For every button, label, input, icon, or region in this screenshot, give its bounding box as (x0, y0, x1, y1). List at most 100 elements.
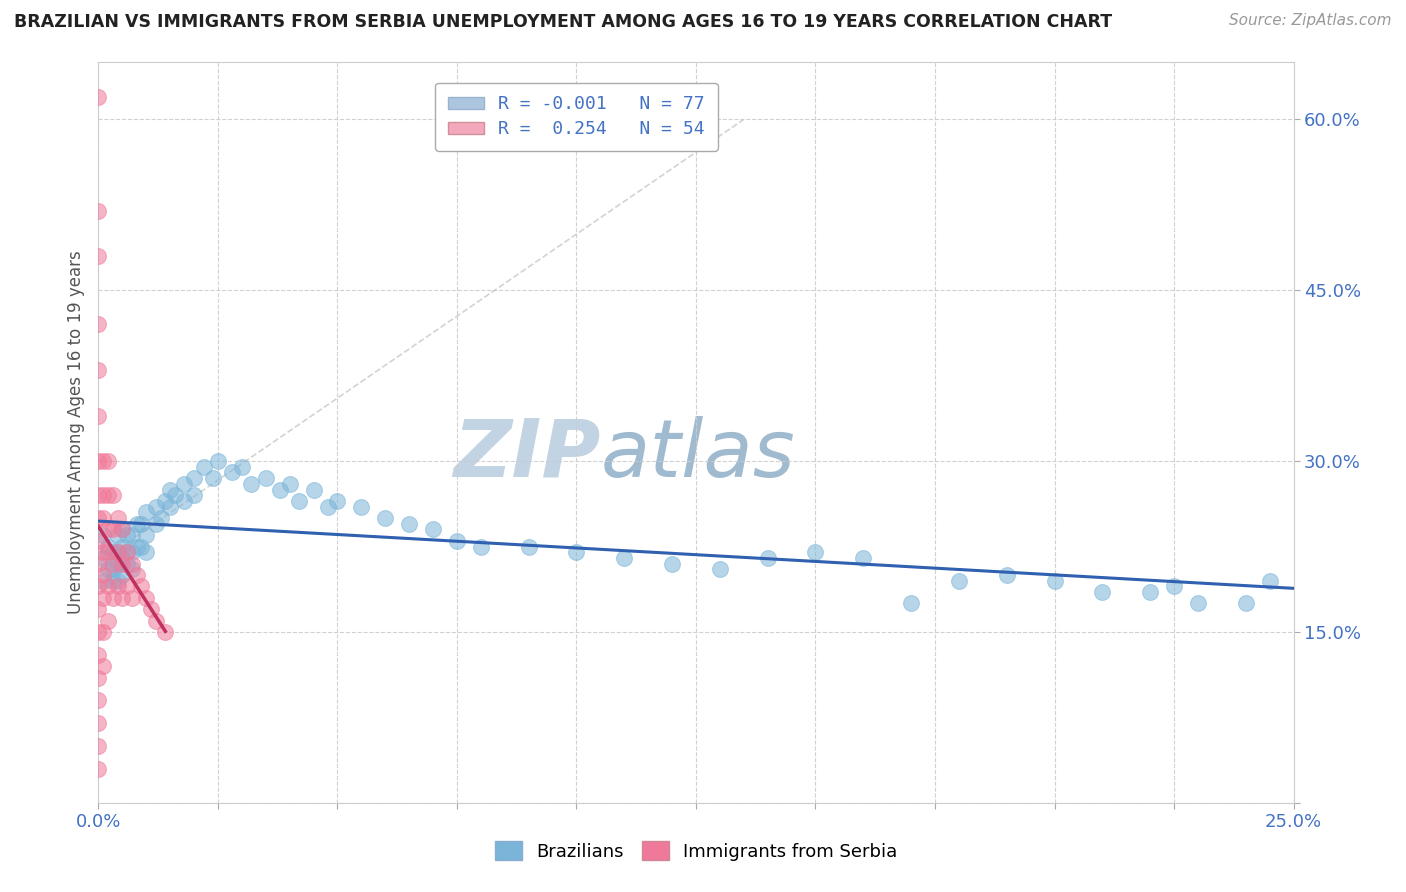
Point (159, 500, 181, 514)
Point (804, 545, 827, 559)
Point (135, 545, 157, 559)
Point (115, 545, 138, 559)
Point (900, 597, 922, 611)
Point (183, 488, 205, 502)
Point (91, 545, 114, 559)
Point (107, 557, 129, 571)
Point (661, 557, 683, 571)
Point (374, 511, 396, 525)
Point (115, 528, 138, 542)
Point (87, 318, 110, 332)
Point (852, 550, 875, 565)
Point (87, 671, 110, 685)
Point (121, 557, 143, 571)
Point (107, 574, 129, 588)
Point (145, 516, 167, 531)
Point (101, 523, 124, 537)
Point (87, 648, 110, 662)
Point (193, 459, 215, 474)
Point (101, 545, 124, 559)
Point (398, 516, 420, 531)
Point (422, 523, 444, 537)
Point (87, 557, 110, 571)
Point (1258, 574, 1281, 588)
Point (87, 363, 110, 377)
Point (91, 574, 114, 588)
Point (111, 523, 134, 537)
Text: ZIP: ZIP (453, 416, 600, 494)
Point (221, 466, 243, 480)
Point (131, 540, 153, 554)
Point (145, 614, 167, 628)
Point (1139, 585, 1161, 599)
Point (111, 557, 134, 571)
Point (91, 624, 114, 639)
Point (1187, 597, 1209, 611)
Point (202, 471, 225, 485)
Point (517, 540, 540, 554)
Point (97, 523, 120, 537)
Point (97, 488, 120, 502)
Point (155, 494, 177, 508)
Point (87, 409, 110, 423)
Point (87, 511, 110, 525)
Point (135, 505, 157, 519)
Point (97, 540, 120, 554)
Point (87, 624, 110, 639)
Point (107, 511, 129, 525)
Point (163, 488, 186, 502)
Point (1234, 597, 1257, 611)
Point (948, 574, 970, 588)
Point (121, 528, 143, 542)
Point (135, 591, 157, 605)
Point (111, 540, 134, 554)
Point (97, 579, 120, 593)
Point (302, 483, 325, 497)
Point (97, 614, 120, 628)
Point (125, 540, 148, 554)
Point (1163, 579, 1185, 593)
Legend: Brazilians, Immigrants from Serbia: Brazilians, Immigrants from Serbia (488, 834, 904, 868)
Point (91, 550, 114, 565)
Point (254, 471, 277, 485)
Point (121, 545, 143, 559)
Point (91, 591, 114, 605)
Point (231, 459, 253, 474)
Point (111, 591, 134, 605)
Point (87, 716, 110, 731)
Point (131, 579, 153, 593)
Point (87, 739, 110, 753)
Point (139, 602, 162, 616)
Point (87, 203, 110, 218)
Point (107, 528, 129, 542)
Point (131, 516, 153, 531)
Point (87, 454, 110, 468)
Point (121, 562, 143, 576)
Point (87, 488, 110, 502)
Point (288, 494, 311, 508)
Point (1043, 574, 1066, 588)
Point (326, 494, 349, 508)
Text: atlas: atlas (600, 416, 796, 494)
Point (446, 533, 468, 548)
Point (101, 557, 124, 571)
Point (135, 528, 157, 542)
Point (91, 454, 114, 468)
Point (125, 568, 148, 582)
Point (155, 624, 177, 639)
Point (107, 579, 129, 593)
Text: BRAZILIAN VS IMMIGRANTS FROM SERBIA UNEMPLOYMENT AMONG AGES 16 TO 19 YEARS CORRE: BRAZILIAN VS IMMIGRANTS FROM SERBIA UNEM… (14, 13, 1112, 31)
Point (101, 562, 124, 576)
Point (125, 516, 148, 531)
Point (87, 762, 110, 776)
Point (107, 545, 129, 559)
Point (101, 591, 124, 605)
Point (91, 568, 114, 582)
Point (173, 494, 195, 508)
Point (115, 545, 138, 559)
Point (316, 500, 339, 514)
Point (107, 545, 129, 559)
Point (756, 550, 779, 565)
Point (269, 483, 291, 497)
Point (115, 579, 138, 593)
